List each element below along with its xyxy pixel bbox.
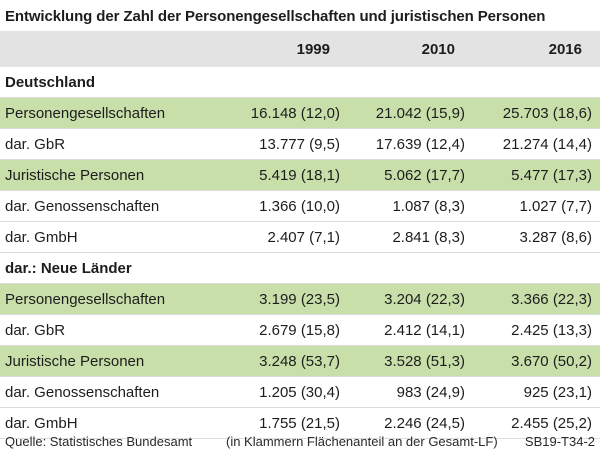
table-cell: 1.366 (10,0) — [225, 190, 348, 222]
table-cell: 3.248 (53,7) — [225, 345, 348, 377]
row-label: dar. Genossenschaften — [0, 190, 225, 222]
table-title: Entwicklung der Zahl der Personengesells… — [5, 8, 546, 25]
row-label: dar. GmbH — [0, 221, 225, 253]
table-cell: 17.639 (12,4) — [348, 128, 473, 160]
row-label: dar. GbR — [0, 314, 225, 346]
table-cell: 5.419 (18,1) — [225, 159, 348, 191]
table-row: dar. Genossenschaften 1.366 (10,0) 1.087 (… — [0, 190, 600, 222]
table-row: Personengesellschaften 3.199 (23,5) 3.204 … — [0, 283, 600, 315]
table-cell: 21.042 (15,9) — [348, 97, 473, 129]
table-cell: 3.366 (22,3) — [473, 283, 600, 315]
column-header: 1999 — [225, 31, 348, 67]
row-label: Personengesellschaften — [0, 97, 225, 129]
data-table: 1999 2010 2016 Deutschland Personengesell… — [0, 31, 600, 439]
table-cell: 16.148 (12,0) — [225, 97, 348, 129]
table-cell: 3.199 (23,5) — [225, 283, 348, 315]
row-label: dar. Genossenschaften — [0, 376, 225, 408]
footnote: (in Klammern Flächenanteil an der Gesamt… — [226, 434, 498, 449]
figure-code: SB19-T34-2 — [524, 434, 595, 449]
section-heading-row: dar.: Neue Länder — [0, 252, 600, 284]
section-heading: Deutschland — [0, 67, 600, 98]
table-cell: 5.062 (17,7) — [348, 159, 473, 191]
section-heading-row: Deutschland — [0, 67, 600, 98]
header-blank — [0, 31, 225, 67]
table-cell: 13.777 (9,5) — [225, 128, 348, 160]
table-cell: 1.027 (7,7) — [473, 190, 600, 222]
section-heading: dar.: Neue Länder — [0, 252, 600, 284]
table-cell: 925 (23,1) — [473, 376, 600, 408]
table-row: dar. Genossenschaften 1.205 (30,4) 983 (24… — [0, 376, 600, 408]
table-body: Deutschland Personengesellschaften 16.148 … — [0, 67, 600, 439]
table-cell: 1.205 (30,4) — [225, 376, 348, 408]
table-cell: 1.755 (21,5) — [225, 407, 348, 439]
row-label: Juristische Personen — [0, 159, 225, 191]
row-label: dar. GmbH — [0, 407, 225, 439]
source-note: Quelle: Statistisches Bundesamt — [5, 434, 193, 449]
table-row: dar. GmbH 2.407 (7,1) 2.841 (8,3) 3.287 (8,… — [0, 221, 600, 253]
table-cell: 25.703 (18,6) — [473, 97, 600, 129]
table-cell: 3.528 (51,3) — [348, 345, 473, 377]
table-cell: 21.274 (14,4) — [473, 128, 600, 160]
table-cell: 2.841 (8,3) — [348, 221, 473, 253]
table-row: dar. GbR 2.679 (15,8) 2.412 (14,1) 2.425 (1… — [0, 314, 600, 346]
column-header: 2010 — [348, 31, 473, 67]
table-cell: 3.670 (50,2) — [473, 345, 600, 377]
table-row: dar. GbR 13.777 (9,5) 17.639 (12,4) 21.274 … — [0, 128, 600, 160]
row-label: Personengesellschaften — [0, 283, 225, 315]
column-header: 2016 — [473, 31, 600, 67]
table-cell: 2.246 (24,5) — [348, 407, 473, 439]
table-cell: 1.087 (8,3) — [348, 190, 473, 222]
table-cell: 2.679 (15,8) — [225, 314, 348, 346]
table-cell: 2.455 (25,2) — [473, 407, 600, 439]
header-row: 1999 2010 2016 — [0, 31, 600, 67]
table-cell: 3.287 (8,6) — [473, 221, 600, 253]
table-row: dar. GmbH 1.755 (21,5) 2.246 (24,5) 2.455 (… — [0, 407, 600, 439]
table-row: Juristische Personen 5.419 (18,1) 5.062 (1… — [0, 159, 600, 191]
row-label: dar. GbR — [0, 128, 225, 160]
table-row: Juristische Personen 3.248 (53,7) 3.528 (5… — [0, 345, 600, 377]
table-cell: 2.412 (14,1) — [348, 314, 473, 346]
table-cell: 2.407 (7,1) — [225, 221, 348, 253]
table-row: Personengesellschaften 16.148 (12,0) 21.04… — [0, 97, 600, 129]
row-label: Juristische Personen — [0, 345, 225, 377]
table-cell: 2.425 (13,3) — [473, 314, 600, 346]
table-cell: 983 (24,9) — [348, 376, 473, 408]
table-cell: 3.204 (22,3) — [348, 283, 473, 315]
table-cell: 5.477 (17,3) — [473, 159, 600, 191]
